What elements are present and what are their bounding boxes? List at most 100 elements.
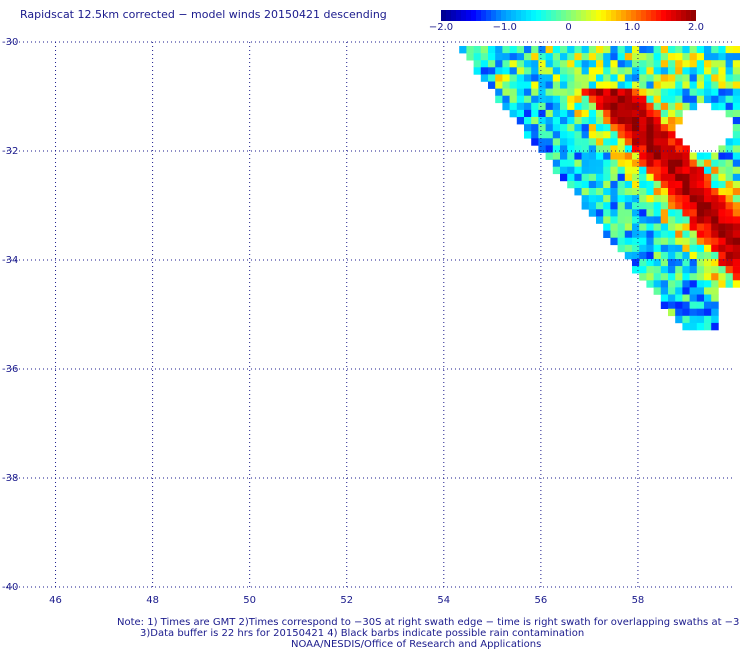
wind-cell: [668, 152, 676, 160]
wind-cell: [696, 301, 705, 309]
wind-cell: [668, 188, 676, 196]
wind-cell: [682, 237, 690, 246]
wind-cell: [689, 202, 698, 210]
wind-cell: [675, 109, 683, 118]
wind-cell: [682, 74, 690, 82]
wind-cell: [639, 95, 647, 104]
wind-cell: [718, 53, 726, 61]
wind-cell: [682, 301, 690, 309]
wind-cell: [689, 216, 698, 224]
wind-cell: [603, 152, 611, 160]
wind-cell: [581, 152, 590, 160]
wind-cell: [603, 230, 611, 238]
wind-cell: [639, 124, 647, 132]
wind-cell: [624, 209, 633, 217]
wind-cell: [682, 88, 690, 96]
wind-cell: [696, 315, 705, 324]
wind-cell: [610, 102, 618, 111]
wind-cell: [538, 145, 546, 153]
wind-cell: [639, 46, 647, 54]
wind-cell: [646, 74, 654, 82]
wind-cell: [596, 159, 604, 167]
wind-cell: [725, 88, 734, 96]
wind-cell: [653, 202, 662, 210]
wind-cell: [668, 202, 676, 210]
wind-cell: [567, 173, 575, 182]
wind-cell: [696, 287, 705, 295]
wind-cell: [552, 117, 561, 125]
wind-cell: [574, 109, 582, 118]
wind-cell: [524, 46, 532, 54]
wind-cell: [632, 159, 640, 167]
wind-cell: [509, 53, 518, 61]
note-line-1: Note: 1) Times are GMT 2)Times correspon…: [117, 617, 740, 628]
wind-cell: [725, 209, 734, 217]
wind-cell: [502, 67, 510, 75]
wind-cell: [538, 88, 546, 96]
wind-cell: [718, 195, 726, 203]
wind-cell: [509, 67, 518, 75]
wind-cell: [653, 259, 662, 267]
wind-cell: [581, 81, 590, 89]
wind-cell: [682, 81, 690, 89]
latitude-tick-label: -30: [2, 37, 18, 48]
wind-cell: [696, 259, 705, 267]
wind-cell: [732, 74, 740, 82]
wind-cell: [675, 251, 683, 260]
wind-cell: [545, 124, 554, 132]
wind-cell: [624, 60, 633, 68]
wind-cell: [632, 95, 640, 104]
wind-cell: [646, 124, 654, 132]
wind-cell: [704, 180, 712, 189]
wind-cell: [567, 166, 575, 175]
wind-cell: [732, 60, 740, 68]
wind-cell: [675, 145, 683, 153]
wind-cell: [711, 60, 719, 68]
wind-cell: [689, 315, 698, 324]
wind-cell: [596, 209, 604, 217]
wind-cell: [639, 81, 647, 89]
wind-cell: [588, 95, 597, 104]
wind-cell: [610, 60, 618, 68]
wind-cell: [675, 67, 683, 75]
colorbar-segment: [636, 10, 642, 21]
wind-cell: [675, 308, 683, 317]
wind-cell: [704, 81, 712, 89]
wind-cell: [668, 266, 676, 274]
wind-cell: [711, 152, 719, 160]
wind-cell: [538, 67, 546, 75]
wind-cell: [675, 244, 683, 253]
wind-cell: [689, 102, 698, 111]
wind-cell: [624, 216, 633, 224]
colorbar-segment: [521, 10, 527, 21]
wind-cell: [718, 216, 726, 224]
wind-cell: [509, 81, 518, 89]
wind-cell: [603, 173, 611, 182]
wind-field-cells: [459, 46, 740, 331]
colorbar-tick-label: −2.0: [428, 22, 454, 33]
wind-cell: [682, 315, 690, 324]
wind-cell: [675, 216, 683, 224]
wind-cell: [552, 152, 561, 160]
colorbar-segment: [571, 10, 577, 21]
wind-cell: [531, 117, 539, 125]
colorbar-segment: [611, 10, 617, 21]
wind-cell: [689, 209, 698, 217]
wind-cell: [646, 273, 654, 281]
wind-cell: [696, 188, 705, 196]
wind-cell: [610, 195, 618, 203]
wind-cell: [502, 74, 510, 82]
wind-cell: [646, 67, 654, 75]
wind-cell: [624, 145, 633, 153]
wind-cell: [668, 273, 676, 281]
wind-cell: [588, 166, 597, 175]
wind-cell: [660, 259, 669, 267]
wind-cell: [696, 159, 705, 167]
wind-cell: [668, 180, 676, 189]
wind-cell: [531, 53, 539, 61]
wind-cell: [711, 216, 719, 224]
wind-cell: [632, 166, 640, 175]
wind-cell: [603, 180, 611, 189]
wind-cell: [675, 102, 683, 111]
wind-cell: [596, 67, 604, 75]
